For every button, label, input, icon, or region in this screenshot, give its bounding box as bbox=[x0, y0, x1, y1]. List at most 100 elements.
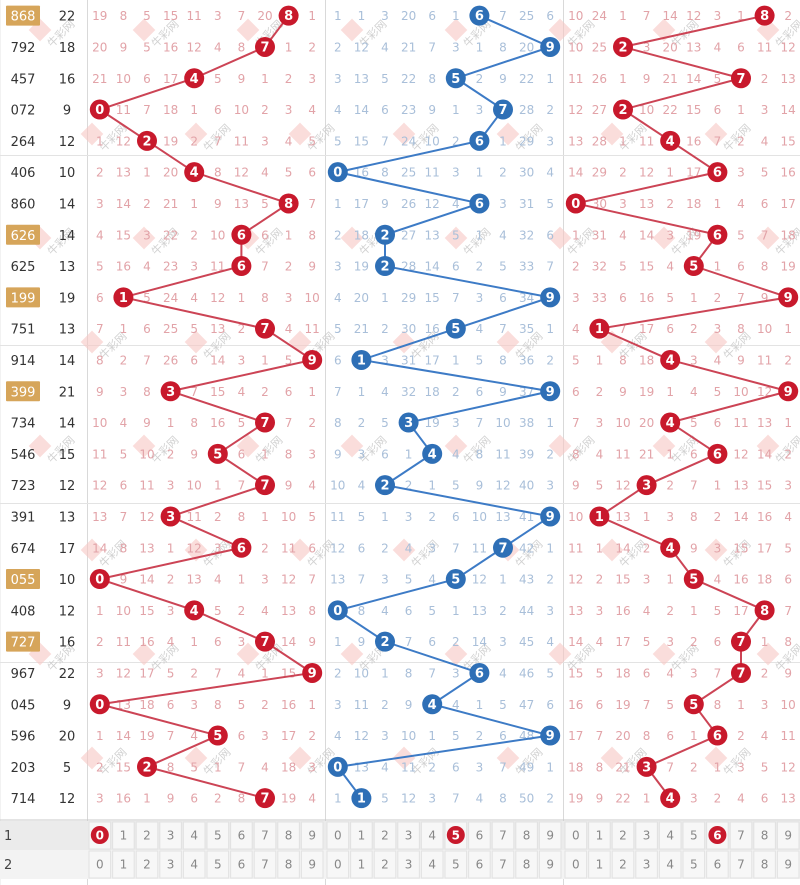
ball-digit: 7 bbox=[260, 635, 269, 650]
miss-value: 13 bbox=[234, 197, 249, 211]
sum-value: 9 bbox=[63, 698, 71, 713]
miss-value: 5 bbox=[96, 260, 104, 274]
miss-value: 7 bbox=[714, 666, 722, 680]
hit-ball: 0 bbox=[565, 193, 586, 214]
miss-value: 16 bbox=[781, 166, 796, 180]
footer-digit: 6 bbox=[476, 858, 484, 872]
footer-digit: 6 bbox=[714, 858, 722, 872]
footer-label: 2 bbox=[4, 858, 12, 873]
miss-value: 1 bbox=[358, 9, 366, 23]
miss-value: 5 bbox=[714, 72, 722, 86]
miss-value: 3 bbox=[714, 9, 722, 23]
miss-value: 2 bbox=[190, 134, 198, 148]
footer-cell bbox=[135, 821, 159, 850]
miss-value: 19 bbox=[781, 260, 796, 274]
miss-value: 14 bbox=[210, 353, 225, 367]
ball-digit: 7 bbox=[260, 322, 269, 337]
hit-ball: 8 bbox=[278, 193, 299, 214]
footer-cell bbox=[753, 850, 776, 879]
miss-value: 3 bbox=[714, 541, 722, 555]
miss-value: 1 bbox=[120, 322, 128, 336]
miss-value: 15 bbox=[163, 9, 178, 23]
footer-digit: 2 bbox=[619, 829, 627, 843]
miss-value: 21 bbox=[663, 72, 678, 86]
ball-circle bbox=[493, 99, 513, 120]
miss-value: 4 bbox=[308, 103, 316, 117]
miss-value: 5 bbox=[381, 416, 389, 430]
miss-value: 28 bbox=[592, 134, 607, 148]
miss-value: 11 bbox=[305, 322, 320, 336]
hit-ball: 7 bbox=[493, 99, 513, 120]
miss-value: 1 bbox=[452, 353, 460, 367]
miss-value: 1 bbox=[285, 228, 293, 242]
miss-value: 10 bbox=[330, 479, 345, 493]
miss-value: 13 bbox=[781, 72, 796, 86]
miss-value: 2 bbox=[261, 698, 269, 712]
miss-value: 6 bbox=[499, 291, 507, 305]
watermark-diamond bbox=[80, 122, 104, 146]
sum-value: 20 bbox=[59, 730, 76, 745]
miss-value: 29 bbox=[519, 134, 534, 148]
miss-value: 5 bbox=[596, 666, 604, 680]
miss-value: 13 bbox=[116, 166, 131, 180]
ball-digit: 9 bbox=[308, 666, 317, 681]
issue-row-label: 727 16 bbox=[6, 631, 75, 652]
miss-value: 18 bbox=[354, 228, 369, 242]
miss-value: 14 bbox=[354, 103, 369, 117]
miss-value: 9 bbox=[96, 385, 104, 399]
ball-circle bbox=[540, 725, 561, 746]
miss-value: 1 bbox=[96, 604, 104, 618]
miss-value: 16 bbox=[568, 698, 583, 712]
ball-circle bbox=[469, 5, 490, 26]
miss-value: 5 bbox=[572, 353, 580, 367]
miss-value: 4 bbox=[381, 760, 389, 774]
footer-cell bbox=[420, 821, 444, 850]
miss-value: 11 bbox=[568, 72, 583, 86]
hit-ball: 7 bbox=[731, 631, 751, 652]
miss-value: 12 bbox=[116, 666, 131, 680]
hit-ball: 4 bbox=[660, 412, 681, 433]
issue-row-label: 264 12 bbox=[11, 135, 76, 150]
miss-value: 5 bbox=[214, 72, 222, 86]
miss-value: 1 bbox=[238, 573, 246, 587]
sum-value: 22 bbox=[59, 10, 76, 25]
miss-value: 11 bbox=[281, 541, 296, 555]
sum-value: 19 bbox=[59, 291, 76, 306]
miss-value: 2 bbox=[643, 541, 651, 555]
miss-value: 3 bbox=[261, 729, 269, 743]
miss-value: 12 bbox=[781, 40, 796, 54]
issue-row-label: 045 9 bbox=[11, 698, 72, 713]
sum-value: 17 bbox=[59, 542, 76, 557]
ball-digit: 9 bbox=[784, 385, 793, 400]
miss-value: 10 bbox=[210, 228, 225, 242]
miss-value: 1 bbox=[96, 729, 104, 743]
miss-value: 12 bbox=[686, 9, 701, 23]
footer-digit: 1 bbox=[596, 829, 604, 843]
miss-value: 6 bbox=[381, 447, 389, 461]
hit-ball: 2 bbox=[137, 130, 157, 151]
ball-circle bbox=[184, 600, 205, 621]
watermark-text: 牛彩网 bbox=[252, 433, 285, 466]
miss-value: 3 bbox=[238, 635, 246, 649]
miss-value: 1 bbox=[666, 573, 674, 587]
ball-circle bbox=[351, 788, 372, 809]
miss-value: 2 bbox=[261, 541, 269, 555]
miss-value: 16 bbox=[281, 698, 296, 712]
footer-cell bbox=[468, 821, 491, 850]
watermark-text: 牛彩网 bbox=[564, 433, 597, 466]
miss-value: 4 bbox=[666, 666, 674, 680]
miss-value: 4 bbox=[214, 40, 222, 54]
watermark-diamond bbox=[288, 746, 312, 770]
miss-value: 1 bbox=[452, 9, 460, 23]
ball-digit: 6 bbox=[237, 260, 246, 275]
ball-circle bbox=[540, 287, 561, 308]
miss-value: 24 bbox=[401, 134, 416, 148]
footer-cell bbox=[635, 821, 658, 850]
miss-value: 12 bbox=[354, 729, 369, 743]
miss-value: 16 bbox=[425, 322, 440, 336]
miss-value: 8 bbox=[405, 666, 413, 680]
miss-value: 5 bbox=[261, 197, 269, 211]
miss-value: 6 bbox=[714, 416, 722, 430]
miss-value: 2 bbox=[714, 291, 722, 305]
ball-circle bbox=[731, 68, 751, 89]
